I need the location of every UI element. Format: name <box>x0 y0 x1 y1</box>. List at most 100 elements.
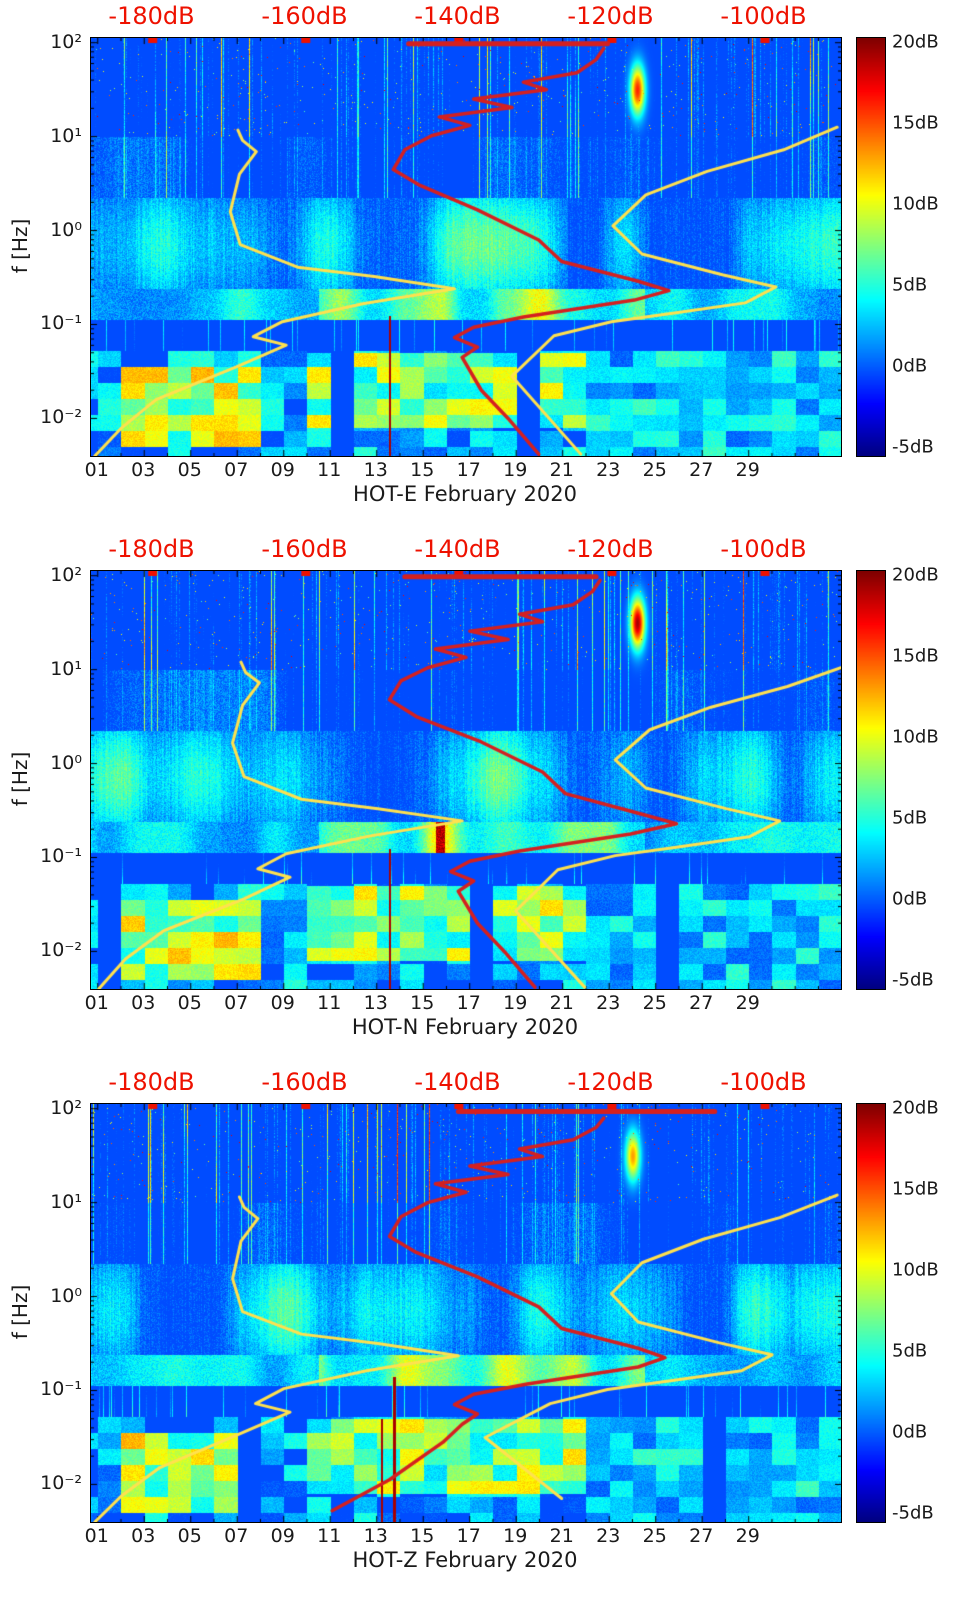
colorbar-tick-labels: 20dB 15dB 10dB 5dB 0dB -5dB <box>892 32 960 458</box>
x-tick-label: 27 <box>689 459 714 481</box>
colorbar-gradient <box>857 38 885 456</box>
y-axis-label: f [Hz] <box>8 218 32 274</box>
colorbar-tick-label: 0dB <box>892 1421 928 1443</box>
y-axis-label: f [Hz] <box>8 751 32 807</box>
y-tick-label: 10⁻¹ <box>40 845 82 868</box>
top-db-tick-label: -140dB <box>414 1068 501 1096</box>
y-tick-label: 10² <box>50 563 82 586</box>
y-tick-label: 10¹ <box>50 657 82 680</box>
colorbar-tick-label: 5dB <box>892 807 928 829</box>
x-tick-label: 17 <box>456 1525 481 1547</box>
x-tick-label: 01 <box>84 1525 109 1547</box>
x-tick-label: 13 <box>363 459 388 481</box>
x-tick-label: 03 <box>131 992 156 1014</box>
x-tick-label: 29 <box>735 459 760 481</box>
plot-area <box>90 37 842 457</box>
x-tick-label: 07 <box>224 992 249 1014</box>
y-axis-label: f [Hz] <box>8 1284 32 1340</box>
spectrogram-panel-hot-n: -180dB -160dB -140dB -120dB -100dB f [Hz] 10… <box>0 533 962 1066</box>
x-tick-label: 05 <box>177 459 202 481</box>
x-tick-label: 15 <box>410 459 435 481</box>
top-db-tick-label: -100dB <box>720 2 807 30</box>
top-db-tick-label: -140dB <box>414 535 501 563</box>
spectrogram-canvas <box>91 1104 841 1522</box>
x-tick-label: 09 <box>270 459 295 481</box>
top-db-tick-label: -180dB <box>108 2 195 30</box>
x-tick-label: 05 <box>177 1525 202 1547</box>
x-tick-label: 01 <box>84 459 109 481</box>
y-tick-label: 10² <box>50 30 82 53</box>
top-db-axis: -180dB -160dB -140dB -120dB -100dB <box>90 1068 840 1098</box>
colorbar-tick-labels: 20dB 15dB 10dB 5dB 0dB -5dB <box>892 565 960 991</box>
x-tick-label: 17 <box>456 992 481 1014</box>
y-tick-labels: 10² 10¹ 10⁰ 10⁻¹ 10⁻² <box>34 564 86 988</box>
colorbar <box>856 37 886 457</box>
y-tick-label: 10⁻² <box>40 406 82 429</box>
colorbar-tick-label: 5dB <box>892 1340 928 1362</box>
y-tick-label: 10¹ <box>50 1190 82 1213</box>
x-tick-label: 15 <box>410 992 435 1014</box>
x-tick-label: 01 <box>84 992 109 1014</box>
y-tick-labels: 10² 10¹ 10⁰ 10⁻¹ 10⁻² <box>34 1097 86 1521</box>
x-tick-label: 07 <box>224 459 249 481</box>
colorbar-tick-label: 15dB <box>892 645 939 667</box>
y-tick-label: 10⁰ <box>50 218 82 241</box>
top-db-tick-label: -180dB <box>108 535 195 563</box>
colorbar-gradient <box>857 1104 885 1522</box>
x-tick-label: 13 <box>363 992 388 1014</box>
top-db-tick-label: -100dB <box>720 535 807 563</box>
x-tick-label: 23 <box>596 1525 621 1547</box>
colorbar-tick-label: 15dB <box>892 1178 939 1200</box>
colorbar-tick-label: -5dB <box>892 436 934 458</box>
x-tick-label: 29 <box>735 1525 760 1547</box>
colorbar <box>856 1103 886 1523</box>
top-db-tick-label: -180dB <box>108 1068 195 1096</box>
x-tick-label: 05 <box>177 992 202 1014</box>
x-tick-label: 25 <box>642 1525 667 1547</box>
spectrogram-panel-hot-z: -180dB -160dB -140dB -120dB -100dB f [Hz] 10… <box>0 1066 962 1599</box>
colorbar-gradient <box>857 571 885 989</box>
x-tick-labels: 01 03 05 07 09 11 13 15 17 19 21 23 25 27 29 <box>85 1525 840 1549</box>
x-tick-label: 27 <box>689 992 714 1014</box>
x-tick-label: 11 <box>317 1525 342 1547</box>
panel-title: HOT-N February 2020 <box>351 1015 579 1039</box>
y-tick-label: 10² <box>50 1096 82 1119</box>
x-tick-labels: 01 03 05 07 09 11 13 15 17 19 21 23 25 27 29 <box>85 992 840 1016</box>
colorbar-tick-label: 0dB <box>892 888 928 910</box>
x-tick-label: 11 <box>317 992 342 1014</box>
colorbar <box>856 570 886 990</box>
x-tick-label: 09 <box>270 1525 295 1547</box>
y-tick-label: 10⁰ <box>50 751 82 774</box>
x-tick-label: 07 <box>224 1525 249 1547</box>
y-tick-label: 10⁰ <box>50 1284 82 1307</box>
x-tick-label: 03 <box>131 459 156 481</box>
panel-title: HOT-E February 2020 <box>353 482 577 506</box>
top-db-tick-label: -160dB <box>261 2 348 30</box>
x-tick-label: 19 <box>503 459 528 481</box>
colorbar-tick-labels: 20dB 15dB 10dB 5dB 0dB -5dB <box>892 1098 960 1524</box>
colorbar-tick-label: 20dB <box>892 564 939 586</box>
top-db-axis: -180dB -160dB -140dB -120dB -100dB <box>90 2 840 32</box>
colorbar-tick-label: 10dB <box>892 726 939 748</box>
colorbar-tick-label: 15dB <box>892 112 939 134</box>
x-tick-label: 17 <box>456 459 481 481</box>
x-tick-label: 29 <box>735 992 760 1014</box>
top-db-tick-label: -140dB <box>414 2 501 30</box>
x-tick-labels: 01 03 05 07 09 11 13 15 17 19 21 23 25 27 29 <box>85 459 840 483</box>
y-tick-labels: 10² 10¹ 10⁰ 10⁻¹ 10⁻² <box>34 31 86 455</box>
y-tick-label: 10⁻¹ <box>40 1378 82 1401</box>
top-db-axis: -180dB -160dB -140dB -120dB -100dB <box>90 535 840 565</box>
x-tick-label: 21 <box>549 459 574 481</box>
colorbar-tick-label: 20dB <box>892 1097 939 1119</box>
colorbar-tick-label: -5dB <box>892 1502 934 1524</box>
spectrogram-canvas <box>91 571 841 989</box>
colorbar-tick-label: 10dB <box>892 1259 939 1281</box>
x-tick-label: 15 <box>410 1525 435 1547</box>
y-tick-label: 10⁻² <box>40 1472 82 1495</box>
top-db-tick-label: -120dB <box>567 535 654 563</box>
x-tick-label: 21 <box>549 1525 574 1547</box>
x-tick-label: 19 <box>503 992 528 1014</box>
top-db-tick-label: -120dB <box>567 1068 654 1096</box>
x-tick-label: 21 <box>549 992 574 1014</box>
